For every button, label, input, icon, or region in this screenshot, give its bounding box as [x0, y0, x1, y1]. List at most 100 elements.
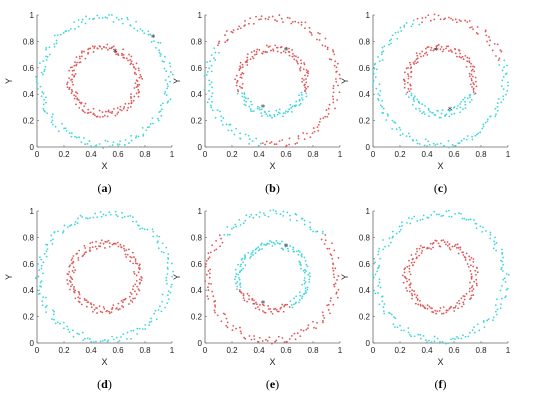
- scatter-point-outer: [421, 17, 424, 19]
- scatter-point-inner: [464, 100, 466, 103]
- scatter-point-outer: [207, 286, 209, 289]
- scatter-point-outer: [154, 46, 157, 49]
- scatter-point-inner: [428, 115, 430, 118]
- scatter-point-outer: [38, 289, 40, 292]
- scatter-point-outer: [419, 333, 422, 336]
- scatter-point-inner: [468, 75, 471, 78]
- scatter-point-outer: [132, 216, 134, 219]
- scatter-point-inner: [456, 55, 458, 58]
- scatter-point-inner: [435, 312, 438, 315]
- scatter-point-inner: [456, 243, 459, 246]
- scatter-point-outer: [502, 76, 505, 78]
- scatter-point-outer: [50, 234, 53, 237]
- scatter-point-inner: [240, 263, 242, 266]
- scatter-point-outer: [68, 132, 71, 134]
- scatter-point-inner: [435, 45, 438, 48]
- scatter-point-inner: [471, 68, 474, 71]
- scatter-point-outer: [381, 300, 384, 303]
- scatter-point-inner: [66, 86, 69, 89]
- y-tick-label: 0: [30, 339, 35, 348]
- scatter-point-inner: [442, 48, 445, 51]
- scatter-point-inner: [457, 104, 459, 107]
- scatter-point-inner: [83, 111, 86, 114]
- scatter-point-outer: [53, 231, 56, 234]
- scatter-point-outer: [127, 142, 130, 144]
- scatter-point-outer: [141, 29, 144, 32]
- scatter-point-outer: [327, 303, 330, 306]
- scatter-point-outer: [51, 119, 54, 122]
- scatter-point-outer: [284, 145, 287, 148]
- y-tick-label: 1: [198, 11, 203, 20]
- scatter-point-outer: [484, 121, 487, 124]
- scatter-point-outer: [439, 142, 442, 145]
- scatter-point-inner: [470, 256, 473, 259]
- scatter-point-inner: [83, 105, 86, 108]
- scatter-point-inner: [121, 54, 123, 57]
- scatter-point-outer: [463, 137, 465, 140]
- scatter-point-outer: [244, 20, 246, 22]
- cluster-center-marker: *: [151, 33, 156, 43]
- scatter-point-inner: [293, 297, 295, 300]
- scatter-point-inner: [101, 115, 104, 118]
- scatter-point-outer: [337, 288, 340, 291]
- y-tick-label: 0.2: [359, 313, 371, 322]
- scatter-point-outer: [214, 51, 217, 54]
- scatter-point-outer: [384, 245, 386, 248]
- scatter-point-inner: [70, 285, 72, 288]
- panel-caption: (c): [434, 181, 447, 195]
- scatter-point-inner: [460, 101, 463, 103]
- scatter-point-inner: [78, 106, 81, 109]
- scatter-point-outer: [119, 140, 121, 143]
- scatter-point-outer: [489, 233, 492, 236]
- scatter-point-inner: [235, 288, 238, 291]
- scatter-point-outer: [210, 81, 213, 84]
- scatter-point-outer: [473, 331, 476, 334]
- scatter-point-inner: [270, 49, 272, 52]
- scatter-point-inner: [77, 259, 80, 261]
- scatter-point-inner: [408, 259, 410, 262]
- scatter-point-outer: [265, 338, 267, 341]
- scatter-point-outer: [250, 213, 253, 216]
- scatter-point-outer: [339, 77, 341, 80]
- scatter-point-outer: [42, 60, 45, 63]
- scatter-point-outer: [335, 78, 337, 80]
- scatter-point-outer: [238, 218, 241, 221]
- y-axis-label: Y: [340, 274, 350, 280]
- scatter-point-inner: [409, 286, 411, 289]
- scatter-point-outer: [498, 57, 501, 60]
- scatter-point-outer: [413, 335, 416, 338]
- scatter-point-outer: [336, 70, 338, 73]
- scatter-point-outer: [38, 269, 41, 272]
- scatter-point-inner: [408, 290, 411, 293]
- scatter-point-outer: [503, 66, 505, 69]
- scatter-point-outer: [328, 103, 331, 106]
- scatter-point-outer: [485, 230, 487, 232]
- scatter-point-inner: [470, 273, 473, 276]
- scatter-point-inner: [298, 260, 301, 263]
- scatter-point-outer: [40, 95, 43, 98]
- scatter-point-outer: [405, 22, 408, 24]
- scatter-point-inner: [470, 286, 473, 289]
- scatter-point-inner: [279, 308, 282, 310]
- scatter-point-outer: [135, 135, 138, 138]
- scatter-point-outer: [155, 318, 158, 321]
- scatter-point-outer: [86, 142, 89, 145]
- scatter-point-outer: [372, 276, 375, 279]
- scatter-point-inner: [85, 305, 88, 308]
- scatter-point-outer: [166, 266, 169, 269]
- scatter-point-inner: [446, 241, 449, 243]
- scatter-point-outer: [336, 279, 338, 281]
- scatter-point-inner: [241, 92, 243, 95]
- scatter-point-inner: [248, 298, 251, 301]
- scatter-point-outer: [66, 325, 69, 328]
- scatter-point-inner: [406, 280, 408, 283]
- x-axis-label: X: [269, 161, 275, 171]
- scatter-point-inner: [416, 299, 419, 301]
- scatter-point-inner: [94, 245, 97, 248]
- scatter-point-outer: [129, 215, 132, 217]
- scatter-point-outer: [399, 134, 402, 137]
- scatter-point-inner: [445, 311, 448, 314]
- scatter-point-inner: [470, 79, 473, 82]
